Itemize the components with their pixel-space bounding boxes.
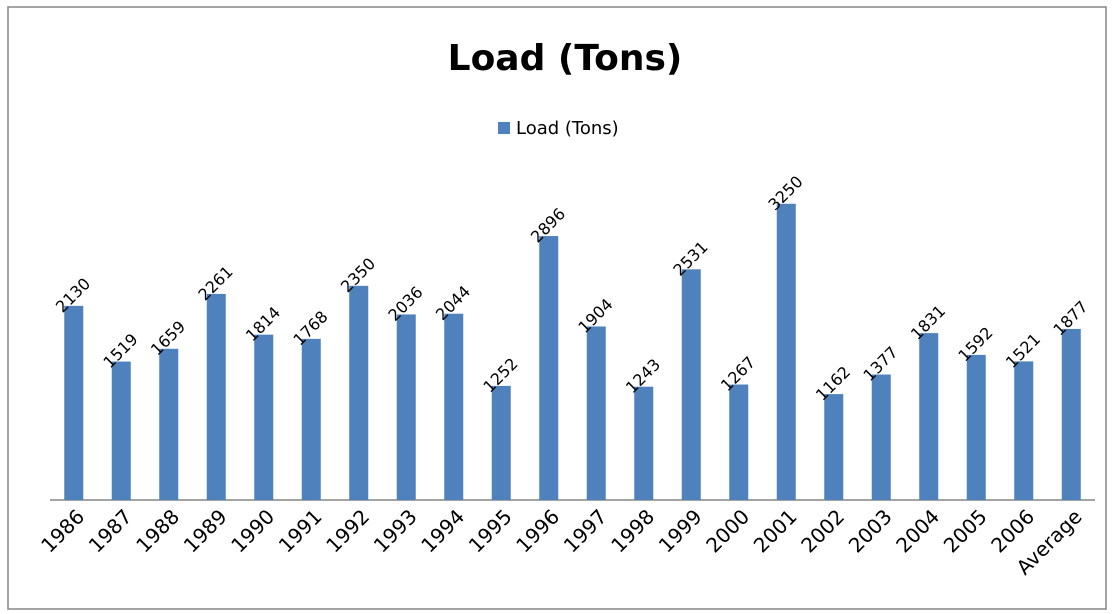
legend-label: Load (Tons) bbox=[516, 118, 619, 139]
bar bbox=[444, 313, 464, 500]
bar bbox=[919, 333, 939, 500]
bar bbox=[539, 236, 559, 500]
bar bbox=[1061, 328, 1081, 500]
bar bbox=[586, 326, 606, 500]
chart-title: Load (Tons) bbox=[448, 38, 683, 79]
bar bbox=[871, 374, 891, 500]
bar bbox=[301, 338, 321, 500]
bar bbox=[206, 293, 226, 500]
bar bbox=[396, 314, 416, 500]
bar bbox=[1014, 361, 1034, 500]
bar bbox=[64, 305, 84, 500]
bar bbox=[776, 203, 796, 501]
legend-swatch bbox=[498, 122, 510, 134]
bar bbox=[729, 384, 749, 500]
bar bbox=[159, 348, 179, 500]
bar bbox=[254, 334, 274, 500]
bar bbox=[491, 385, 511, 500]
bar bbox=[966, 354, 986, 500]
bar bbox=[681, 269, 701, 500]
bar bbox=[634, 386, 654, 500]
bar bbox=[824, 394, 844, 500]
bar bbox=[349, 285, 369, 500]
bar bbox=[111, 361, 131, 500]
